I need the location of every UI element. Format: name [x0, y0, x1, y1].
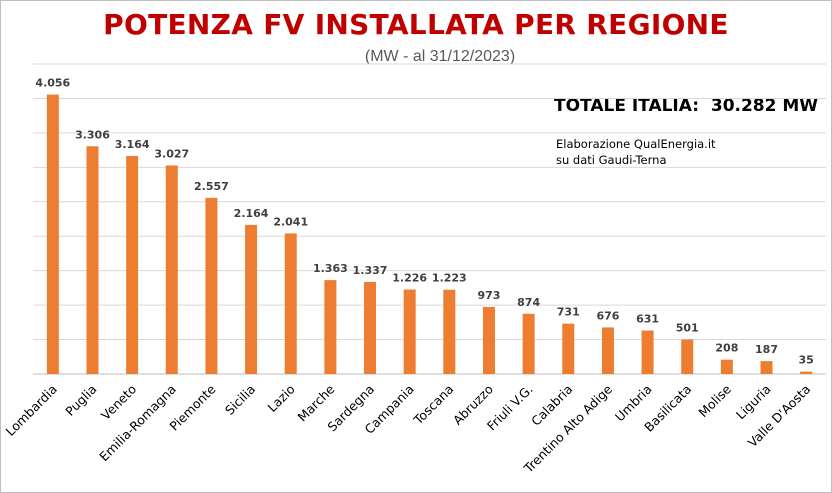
category-label: Sicilia	[222, 382, 258, 418]
bar-calabria	[562, 323, 575, 374]
bar-molise	[720, 359, 733, 374]
bars	[46, 94, 813, 374]
value-label: 874	[517, 296, 540, 309]
bar-trentino-alto-adige	[601, 327, 614, 374]
value-label: 1.337	[353, 264, 388, 277]
category-label: Lombardia	[3, 382, 60, 439]
value-label: 676	[596, 309, 619, 322]
bar-toscana	[443, 289, 456, 374]
bar-valle-d-aosta	[800, 371, 813, 374]
value-labels: 4.056 3.306 3.164 3.027 2.557 2.164 2.041 1.363…	[35, 77, 813, 367]
bar-marche	[324, 280, 337, 374]
value-label: 3.164	[115, 138, 150, 151]
value-label: 2.557	[194, 180, 229, 193]
chart-title: POTENZA FV INSTALLATA PER REGIONE	[103, 8, 729, 41]
category-label: Toscana	[410, 382, 457, 429]
value-label: 1.363	[313, 262, 348, 275]
value-label: 187	[755, 343, 778, 356]
value-label: 35	[799, 354, 814, 367]
value-label: 631	[636, 313, 659, 326]
category-labels: Lombardia PugliaVenetoEmilia-RomagnaPiemo…	[3, 381, 814, 476]
category-label: Lazio	[264, 382, 297, 415]
category-label: Puglia	[62, 382, 99, 419]
value-label: 731	[557, 306, 580, 319]
chart-subtitle: (MW - al 31/12/2023)	[364, 48, 516, 65]
bar-campania	[403, 289, 416, 374]
value-label: 2.041	[273, 215, 308, 228]
bar-puglia	[86, 146, 99, 374]
bar-veneto	[126, 156, 139, 374]
bar-emilia-romagna	[165, 165, 178, 374]
value-label: 208	[715, 342, 738, 355]
total-italia-annotation: TOTALE ITALIA: 30.282 MW	[554, 96, 819, 116]
value-label: 3.306	[75, 128, 110, 141]
bar-sicilia	[245, 224, 258, 374]
bar-lazio	[284, 233, 297, 374]
gridlines	[33, 63, 826, 375]
bar-basilicata	[681, 339, 694, 374]
source-note: Elaborazione QualEnergia.it su dati Gaud…	[556, 136, 716, 168]
value-label: 2.164	[234, 207, 269, 220]
value-label: 3.027	[154, 147, 189, 160]
bar-abruzzo	[482, 306, 495, 374]
bar-umbria	[641, 330, 654, 374]
bar-lombardia	[46, 94, 59, 374]
value-label: 1.226	[392, 272, 427, 285]
bar-sardegna	[364, 281, 377, 374]
value-label: 501	[676, 321, 699, 334]
bar-liguria	[760, 361, 773, 374]
bar-friuli-v-g-	[522, 313, 535, 374]
category-label: Molise	[695, 381, 734, 420]
bar-piemonte	[205, 197, 218, 374]
source-line-1: Elaborazione QualEnergia.it	[556, 137, 716, 151]
value-label: 1.223	[432, 272, 467, 285]
source-line-2: su dati Gaudi-Terna	[556, 153, 667, 167]
value-label: 973	[477, 289, 500, 302]
value-label: 4.056	[35, 77, 70, 90]
